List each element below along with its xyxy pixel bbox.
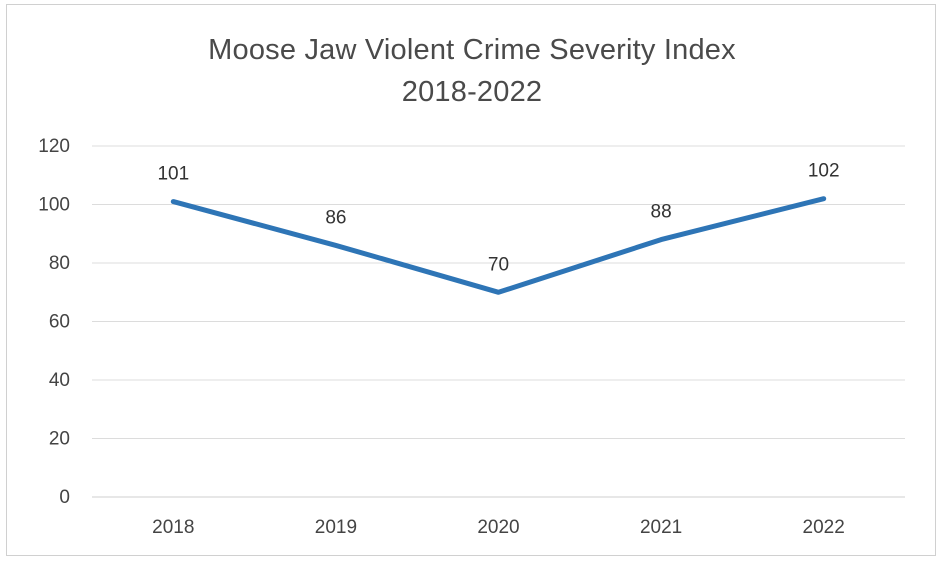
data-label-2019: 86 xyxy=(325,207,346,228)
gridlines xyxy=(92,145,905,498)
x-tick-label-2019: 2019 xyxy=(315,517,357,538)
x-tick-label-2021: 2021 xyxy=(640,517,682,538)
series-lines xyxy=(170,196,827,295)
chart-frame xyxy=(6,4,936,556)
data-label-2022: 102 xyxy=(808,161,840,182)
x-tick-label-2018: 2018 xyxy=(152,517,194,538)
y-tick-label-100: 100 xyxy=(38,195,70,216)
y-tick-label-40: 40 xyxy=(49,370,70,391)
y-tick-label-120: 120 xyxy=(38,136,70,157)
x-tick-label-2020: 2020 xyxy=(477,517,519,538)
chart-subtitle: 2018-2022 xyxy=(401,76,543,108)
series-line-0 xyxy=(170,196,827,295)
data-label-2021: 88 xyxy=(651,202,672,223)
y-axis-tick-labels: 0 20 40 60 80 100 120 xyxy=(38,136,70,508)
y-tick-label-20: 20 xyxy=(49,429,70,450)
y-tick-label-60: 60 xyxy=(49,312,70,333)
data-labels: 101 86 70 88 102 xyxy=(157,161,839,276)
y-tick-label-80: 80 xyxy=(49,253,70,274)
y-tick-label-0: 0 xyxy=(59,487,70,508)
x-axis-tick-labels: 2018 2019 2020 2021 2022 xyxy=(152,517,845,538)
chart-title: Moose Jaw Violent Crime Severity Index xyxy=(208,34,736,66)
data-label-2020: 70 xyxy=(488,254,509,275)
x-tick-label-2022: 2022 xyxy=(803,517,845,538)
data-label-2018: 101 xyxy=(157,164,189,185)
